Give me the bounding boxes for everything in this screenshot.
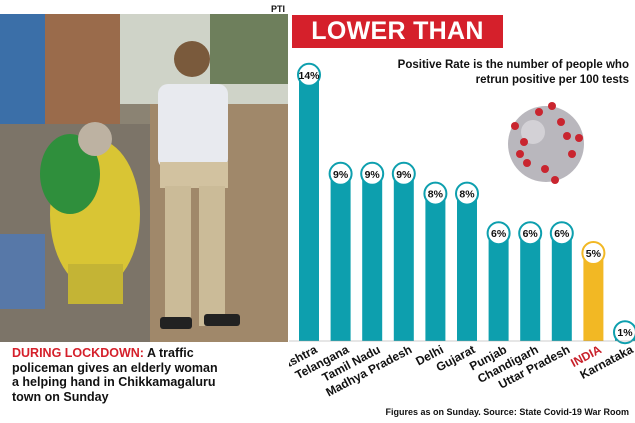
data-label-madhya-pradesh: 9% (396, 169, 412, 181)
data-label-chandigarh: 6% (523, 228, 539, 240)
value-bubble-uttar-pradesh (549, 221, 574, 246)
chart-title: LOWER THAN LOW (292, 15, 503, 78)
data-label-tamil-nadu: 9% (365, 169, 381, 181)
bar-delhi (425, 193, 446, 341)
data-label-telangana: 9% (333, 169, 349, 181)
value-bubble-maharashtra (297, 62, 321, 87)
caption-lead: DURING LOCKDOWN: (12, 346, 144, 360)
bar-maharashtra (299, 74, 319, 342)
bar-tamil-nadu (362, 173, 383, 341)
chart-subtitle: Positive Rate is the number of people wh… (397, 59, 629, 86)
chart-source: Figures as on Sunday. Source: State Covi… (385, 407, 629, 417)
news-photo (0, 14, 288, 342)
bar-chandigarh (520, 233, 541, 341)
value-bubble-tamil-nadu (360, 161, 385, 186)
photo-caption: DURING LOCKDOWN: A traffic policeman giv… (12, 346, 224, 404)
photo-credit: PTI (271, 4, 286, 14)
data-label-uttar-pradesh: 6% (554, 228, 570, 240)
value-bubble-delhi (423, 181, 448, 206)
data-label-maharashtra: 14% (298, 70, 320, 82)
bar-india (583, 253, 604, 341)
chart-panel: 14% 9% 9% 9% 8% 8% 6% 6% 6% 5% 1% Maharashtra Telan… (289, 14, 635, 423)
bar-gujarat (457, 193, 477, 341)
data-label-gujarat: 8% (459, 189, 475, 201)
bar-punjab (488, 233, 509, 341)
bar-uttar-pradesh (551, 233, 572, 341)
value-bubble-punjab (486, 221, 511, 246)
value-bubble-karnataka (613, 320, 635, 345)
bars-group: 14% 9% 9% 9% 8% 8% 6% 6% 6% 5% 1% (297, 62, 635, 345)
value-bubble-chandigarh (518, 221, 543, 246)
news-photo-drawing (0, 14, 288, 342)
bar-madhya-pradesh (393, 173, 414, 341)
data-label-delhi: 8% (428, 189, 444, 201)
data-label-karnataka: 1% (617, 327, 633, 339)
data-label-punjab: 6% (491, 228, 507, 240)
value-bubble-india (581, 241, 606, 265)
caption-text: A traffic policeman gives an elderly wom… (12, 346, 218, 404)
data-label-india: 5% (586, 248, 602, 260)
value-bubble-telangana (328, 161, 353, 186)
value-bubble-madhya-pradesh (391, 161, 416, 186)
bar-telangana (330, 173, 351, 341)
virus-graphic (508, 102, 584, 184)
value-bubble-gujarat (455, 181, 479, 206)
chart-svg: 14% 9% 9% 9% 8% 8% 6% 6% 6% 5% 1% MaharashtraTelan… (289, 62, 635, 399)
